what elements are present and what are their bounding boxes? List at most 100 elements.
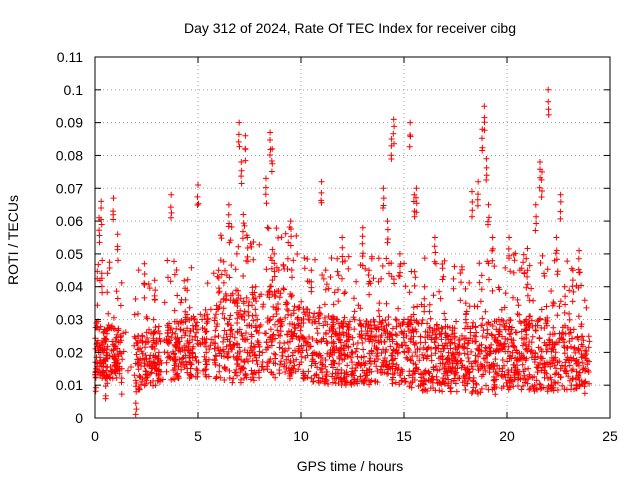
data-point: [248, 340, 255, 347]
data-point: [325, 381, 332, 387]
data-point: [447, 339, 454, 346]
data-point: [582, 379, 589, 386]
data-point: [439, 353, 446, 359]
data-point: [117, 349, 124, 356]
data-point: [530, 297, 537, 304]
data-point: [113, 374, 120, 381]
data-point: [99, 370, 106, 376]
data-point: [407, 336, 414, 343]
data-point: [442, 375, 449, 382]
data-point: [217, 257, 224, 264]
data-point: [358, 354, 365, 361]
data-point: [165, 338, 172, 345]
data-point: [267, 316, 274, 323]
data-point: [489, 323, 496, 329]
data-point: [568, 343, 574, 350]
data-point: [211, 317, 218, 324]
data-point: [534, 386, 541, 393]
data-point: [585, 369, 592, 375]
data-point: [478, 272, 485, 279]
data-point: [382, 317, 389, 324]
data-point: [376, 326, 382, 333]
data-point: [298, 353, 305, 360]
data-point: [135, 356, 142, 363]
data-point: [300, 368, 307, 375]
data-point: [271, 350, 278, 357]
data-point: [249, 371, 256, 378]
data-point: [330, 326, 337, 332]
data-point: [98, 205, 105, 211]
data-point: [192, 322, 199, 329]
data-point: [490, 348, 497, 355]
data-point: [422, 339, 429, 346]
data-point: [528, 347, 535, 354]
data-point: [575, 336, 582, 343]
data-point: [188, 264, 195, 271]
data-point: [481, 127, 488, 134]
data-point: [508, 336, 515, 342]
data-point: [523, 322, 530, 329]
data-point: [195, 200, 202, 207]
data-point: [422, 386, 429, 393]
data-point: [507, 268, 514, 275]
data-point: [357, 322, 364, 329]
data-point: [430, 376, 437, 383]
data-point: [98, 221, 105, 228]
data-point: [135, 267, 142, 274]
data-point: [292, 368, 299, 375]
data-point: [389, 336, 396, 343]
data-point: [264, 359, 271, 366]
data-point: [567, 326, 574, 333]
data-point: [550, 357, 557, 364]
data-point-outlier: [366, 267, 372, 274]
data-point: [181, 277, 188, 284]
data-point: [92, 374, 99, 381]
data-point: [132, 377, 139, 384]
data-point: [347, 379, 354, 386]
data-point: [426, 332, 433, 339]
data-point: [459, 266, 466, 273]
data-point: [584, 361, 591, 368]
data-point: [533, 213, 540, 220]
data-point: [117, 302, 124, 309]
data-point: [438, 348, 444, 355]
data-point: [156, 335, 163, 342]
data-point-outlier: [569, 267, 576, 274]
data-point-outlier: [514, 349, 521, 356]
data-point: [447, 345, 454, 352]
data-point: [318, 338, 325, 345]
data-point: [411, 268, 418, 275]
data-point: [401, 339, 408, 346]
data-point: [562, 368, 569, 375]
data-point: [213, 311, 219, 318]
data-point: [308, 278, 315, 285]
data-point: [523, 255, 530, 262]
data-point: [244, 258, 251, 265]
data-point: [482, 308, 489, 315]
data-point: [464, 366, 471, 373]
data-point: [306, 316, 313, 323]
data-point: [511, 343, 518, 350]
data-point-outlier: [240, 211, 247, 218]
data-point: [324, 321, 331, 328]
data-point: [484, 258, 491, 265]
data-point: [578, 323, 585, 330]
data-point: [142, 352, 149, 359]
data-point: [501, 344, 508, 350]
data-point: [241, 308, 248, 315]
data-point-outlier: [287, 218, 294, 225]
data-point: [329, 328, 336, 335]
data-point-outlier: [186, 333, 193, 339]
data-point: [329, 351, 336, 358]
data-point: [360, 359, 367, 366]
data-point: [283, 356, 290, 363]
data-point: [384, 239, 391, 246]
data-point: [377, 334, 384, 341]
data-point: [344, 352, 351, 359]
data-point: [570, 288, 577, 295]
data-point: [581, 297, 588, 304]
data-point: [372, 337, 379, 344]
data-point: [281, 360, 288, 367]
data-point: [523, 345, 530, 352]
data-point: [523, 284, 530, 291]
